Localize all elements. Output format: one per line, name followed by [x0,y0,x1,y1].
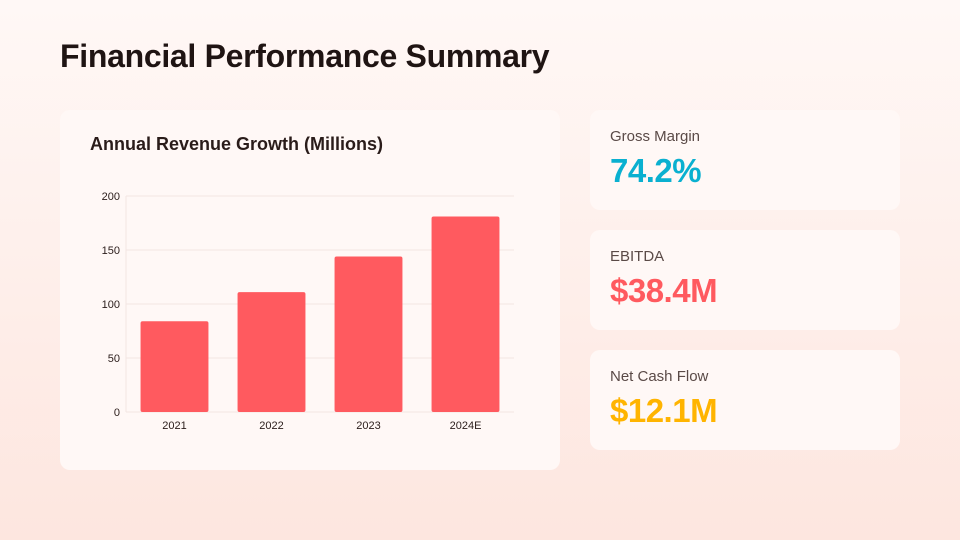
y-tick-label: 100 [102,299,120,311]
x-tick-label: 2022 [259,420,283,432]
net-cash-flow-value: $12.1M [610,392,718,429]
revenue-bar [431,216,500,412]
net-cash-flow-label: Net Cash Flow [610,368,709,385]
gross-margin-card: Gross Margin 74.2% [590,110,900,210]
y-tick-label: 200 [102,191,120,203]
revenue-bar [140,321,209,412]
gross-margin-value: 74.2% [610,152,702,189]
x-tick-label: 2021 [162,420,186,432]
y-tick-label: 0 [114,407,120,419]
ebitda-card: EBITDA $38.4M [590,230,900,330]
x-tick-label: 2024E [450,420,482,432]
revenue-bar [334,256,403,412]
page-title: Financial Performance Summary [60,38,550,74]
y-tick-label: 150 [102,245,120,257]
y-tick-label: 50 [108,353,120,365]
revenue-bar [237,292,306,412]
ebitda-value: $38.4M [610,272,718,309]
net-cash-flow-card: Net Cash Flow $12.1M [590,350,900,450]
gross-margin-label: Gross Margin [610,128,701,145]
revenue-chart-card: Annual Revenue Growth (Millions) 0 50 100 1… [60,110,560,470]
revenue-bar-chart: 0 50 100 150 200 2021 2022 2023 2024E [102,191,514,432]
ebitda-label: EBITDA [610,248,665,265]
chart-title: Annual Revenue Growth (Millions) [90,134,384,154]
x-tick-label: 2023 [356,420,380,432]
